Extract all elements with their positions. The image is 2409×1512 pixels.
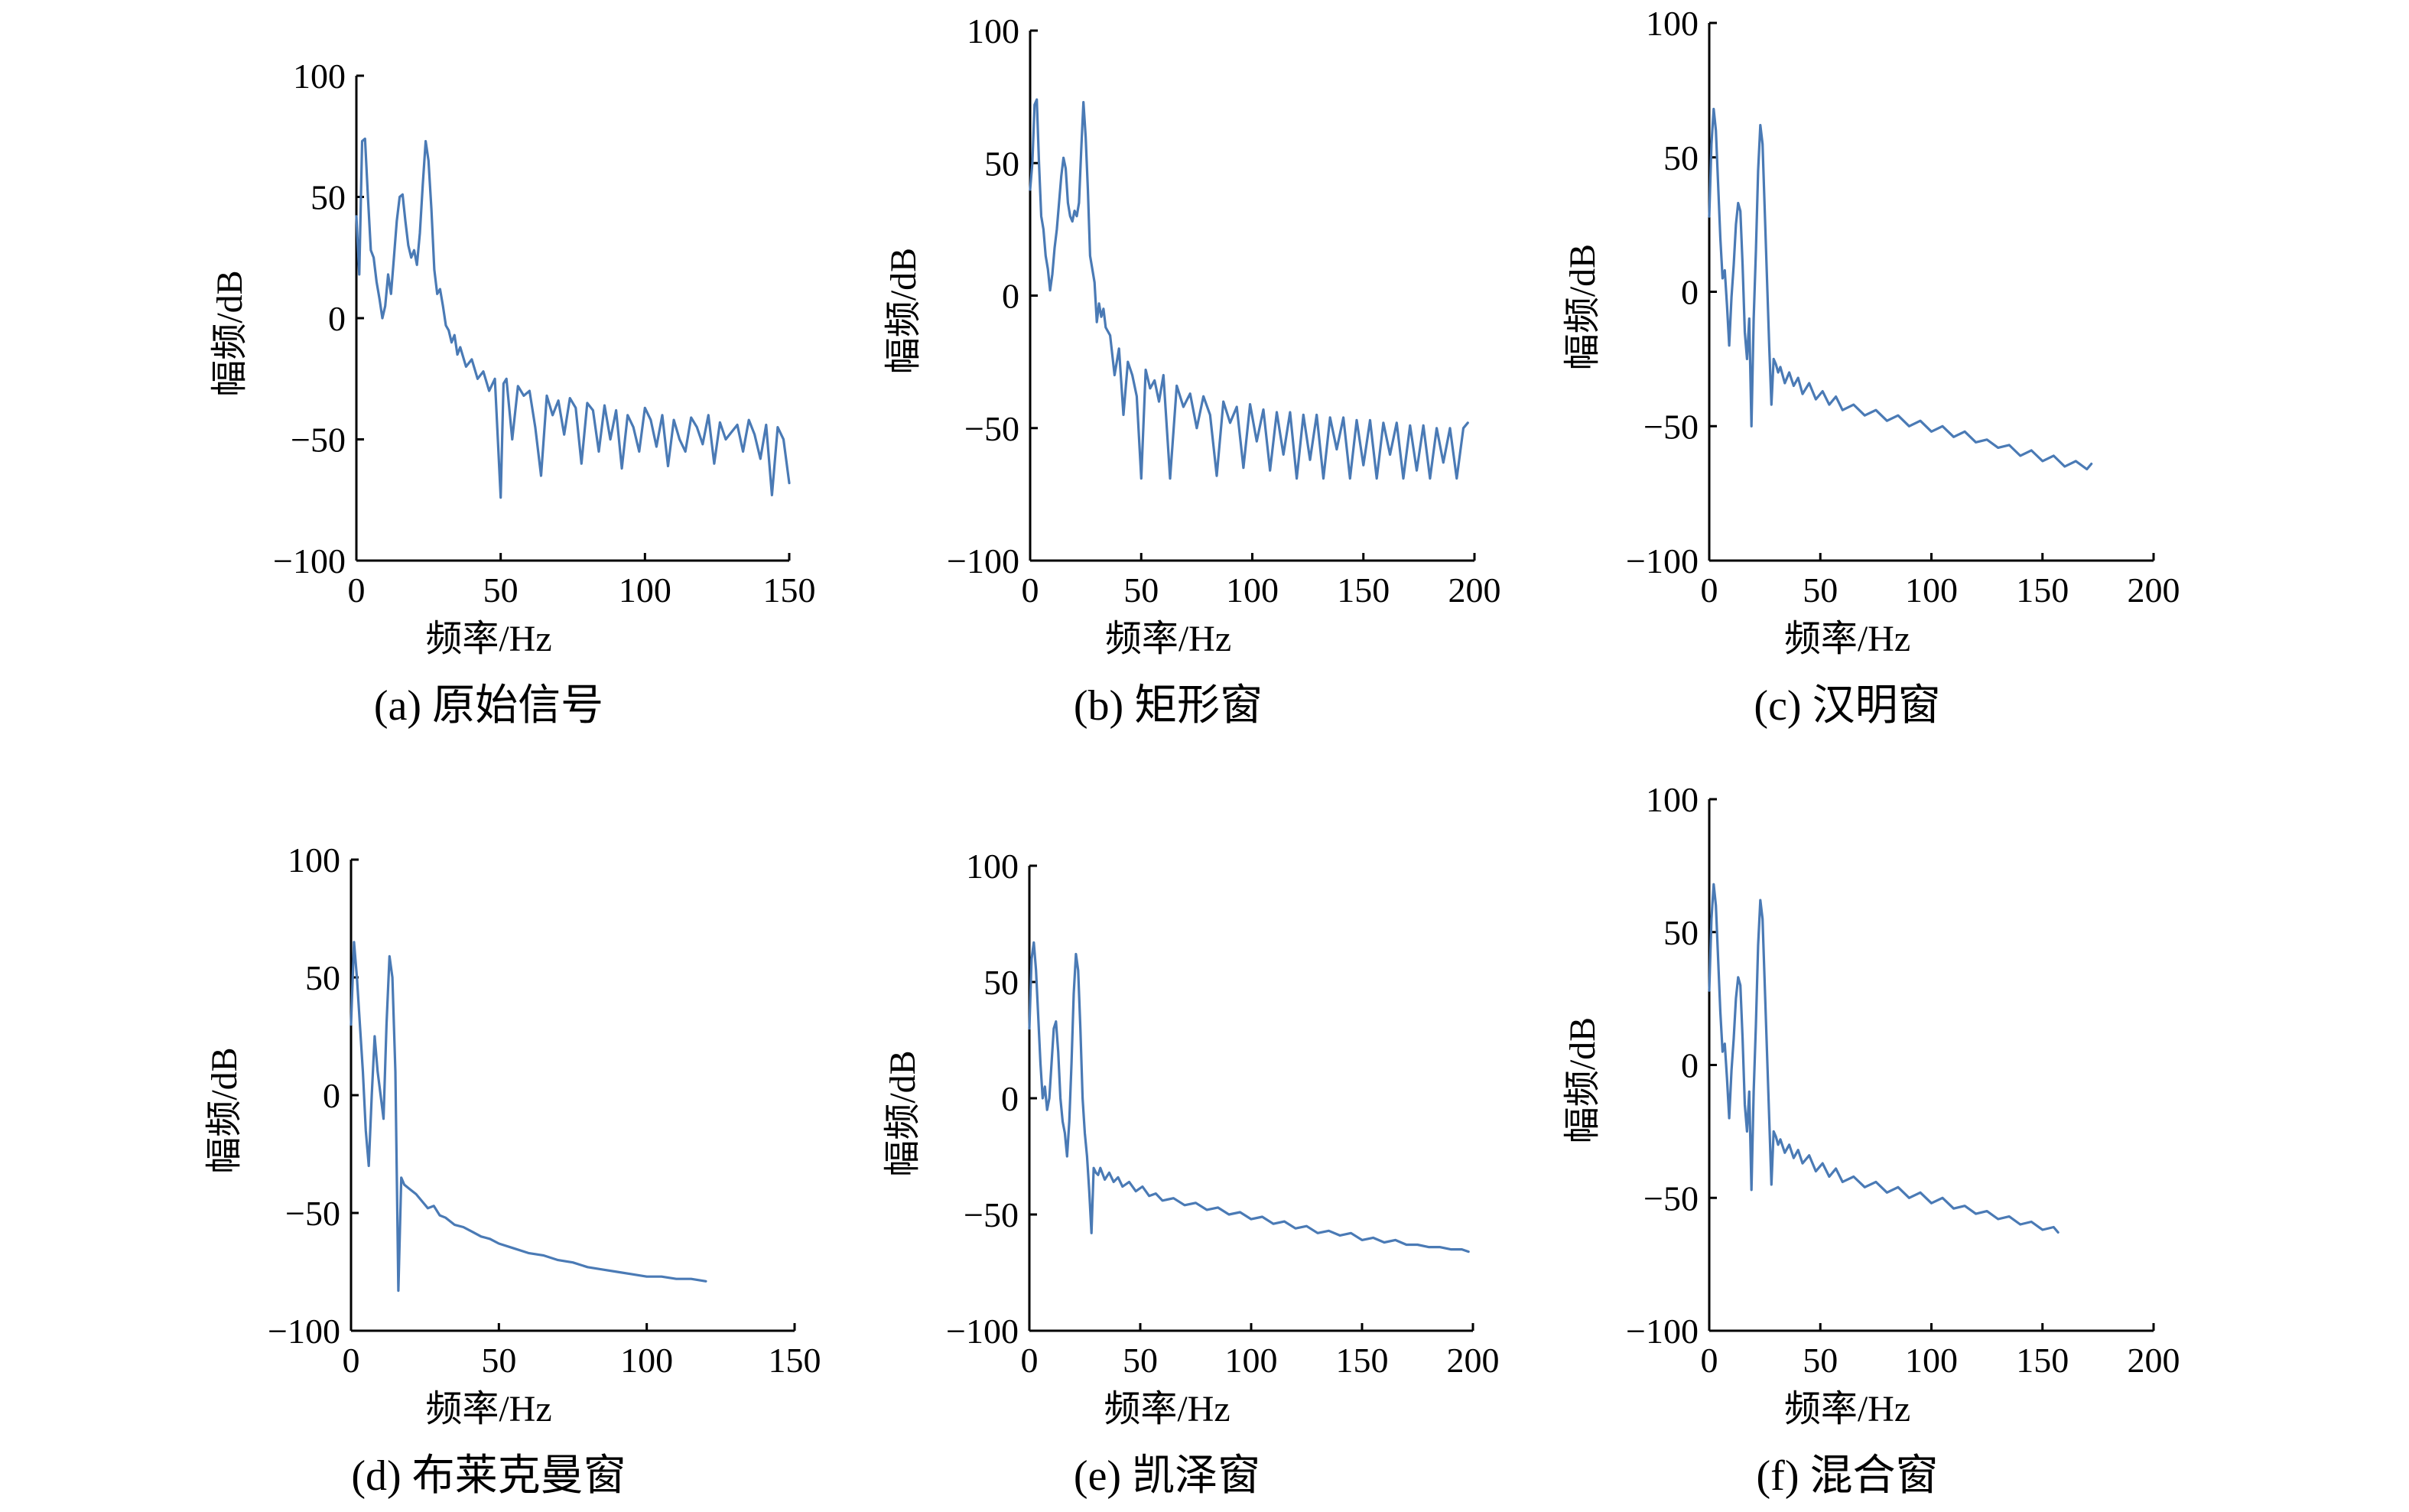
- series-line: [1708, 883, 2060, 1234]
- y-tick-label: 100: [1646, 780, 1699, 819]
- x-tick-label: 0: [1021, 1341, 1039, 1380]
- y-tick-label: −50: [1643, 1179, 1699, 1218]
- y-axis-title: 幅频/dB: [1562, 244, 1603, 370]
- x-tick-label: 50: [481, 1341, 516, 1380]
- panel-caption: (a) 原始信号: [374, 682, 603, 730]
- y-tick-label: 50: [1663, 138, 1699, 177]
- y-tick-label: 50: [1663, 913, 1699, 952]
- x-tick-label: 50: [483, 571, 519, 610]
- x-tick-label: 200: [2128, 1341, 2180, 1380]
- y-tick-label: 0: [1002, 277, 1019, 316]
- y-tick-label: −100: [268, 1312, 340, 1351]
- series-line: [1028, 941, 1470, 1253]
- x-axis-title: 频率/Hz: [425, 619, 551, 659]
- y-tick-label: 100: [1646, 4, 1699, 43]
- x-tick-label: 200: [2128, 571, 2180, 610]
- x-tick-label: 100: [1905, 571, 1958, 610]
- y-tick-label: 50: [984, 144, 1019, 183]
- x-tick-label: 100: [619, 571, 671, 610]
- x-axis-title: 频率/Hz: [1104, 1389, 1230, 1429]
- x-tick-label: 0: [1701, 1341, 1718, 1380]
- x-tick-label: 150: [763, 571, 816, 610]
- y-tick-label: 100: [293, 57, 346, 96]
- series-line: [1029, 98, 1469, 480]
- y-tick-label: 100: [288, 841, 340, 880]
- x-tick-label: 100: [620, 1341, 673, 1380]
- x-tick-label: 100: [1226, 571, 1279, 610]
- y-tick-label: 50: [983, 963, 1019, 1002]
- y-tick-label: 0: [1681, 1046, 1699, 1085]
- x-tick-label: 0: [343, 1341, 360, 1380]
- y-axis-title: 幅频/dB: [883, 248, 924, 374]
- x-tick-label: 0: [1022, 571, 1039, 610]
- x-tick-label: 150: [1336, 1341, 1389, 1380]
- y-tick-label: 100: [966, 847, 1019, 886]
- x-tick-label: 50: [1123, 571, 1159, 610]
- x-tick-label: 200: [1447, 1341, 1500, 1380]
- x-tick-label: 50: [1803, 1341, 1838, 1380]
- y-tick-label: −100: [946, 1312, 1019, 1351]
- x-tick-label: 0: [1701, 571, 1718, 610]
- y-tick-label: −50: [964, 1195, 1019, 1234]
- x-tick-label: 150: [769, 1341, 821, 1380]
- series-line: [1708, 107, 2093, 471]
- y-tick-label: 50: [305, 958, 340, 997]
- x-axis-title: 频率/Hz: [1784, 619, 1910, 659]
- y-tick-label: 100: [967, 11, 1019, 50]
- x-tick-label: 100: [1905, 1341, 1958, 1380]
- x-tick-label: 200: [1448, 571, 1501, 610]
- y-tick-label: −100: [1626, 541, 1699, 580]
- y-tick-label: −100: [947, 541, 1019, 580]
- x-tick-label: 100: [1225, 1341, 1278, 1380]
- panel-caption: (e) 凯泽窗: [1074, 1452, 1260, 1500]
- y-tick-label: −50: [285, 1194, 340, 1233]
- panel-caption: (c) 汉明窗: [1754, 682, 1940, 730]
- x-tick-label: 150: [2016, 571, 2069, 610]
- y-tick-label: −50: [1643, 407, 1699, 446]
- panel-caption: (d) 布莱克曼窗: [351, 1452, 626, 1500]
- y-axis-title: 幅频/dB: [883, 1050, 923, 1176]
- y-axis-title: 幅频/dB: [210, 270, 250, 396]
- y-tick-label: −50: [291, 421, 346, 460]
- x-tick-label: 0: [348, 571, 366, 610]
- series-line: [355, 137, 791, 499]
- y-tick-label: 0: [328, 299, 346, 338]
- x-axis-title: 频率/Hz: [425, 1389, 551, 1429]
- y-tick-label: 0: [1681, 273, 1699, 312]
- x-tick-label: 150: [1337, 571, 1390, 610]
- y-tick-label: 50: [310, 178, 346, 217]
- x-axis-title: 频率/Hz: [1784, 1389, 1910, 1429]
- y-tick-label: 0: [323, 1076, 340, 1115]
- x-axis-title: 频率/Hz: [1105, 619, 1231, 659]
- series-line: [349, 941, 707, 1293]
- y-tick-label: −100: [1626, 1312, 1699, 1351]
- y-axis-title: 幅频/dB: [204, 1047, 245, 1173]
- panel-caption: (f) 混合窗: [1757, 1452, 1939, 1500]
- y-tick-label: −100: [273, 541, 346, 580]
- x-tick-label: 50: [1123, 1341, 1158, 1380]
- x-tick-label: 150: [2016, 1341, 2069, 1380]
- y-tick-label: 0: [1001, 1079, 1019, 1118]
- y-tick-label: −50: [964, 409, 1019, 448]
- x-tick-label: 50: [1803, 571, 1838, 610]
- y-axis-title: 幅频/dB: [1562, 1017, 1603, 1143]
- panel-caption: (b) 矩形窗: [1074, 682, 1263, 730]
